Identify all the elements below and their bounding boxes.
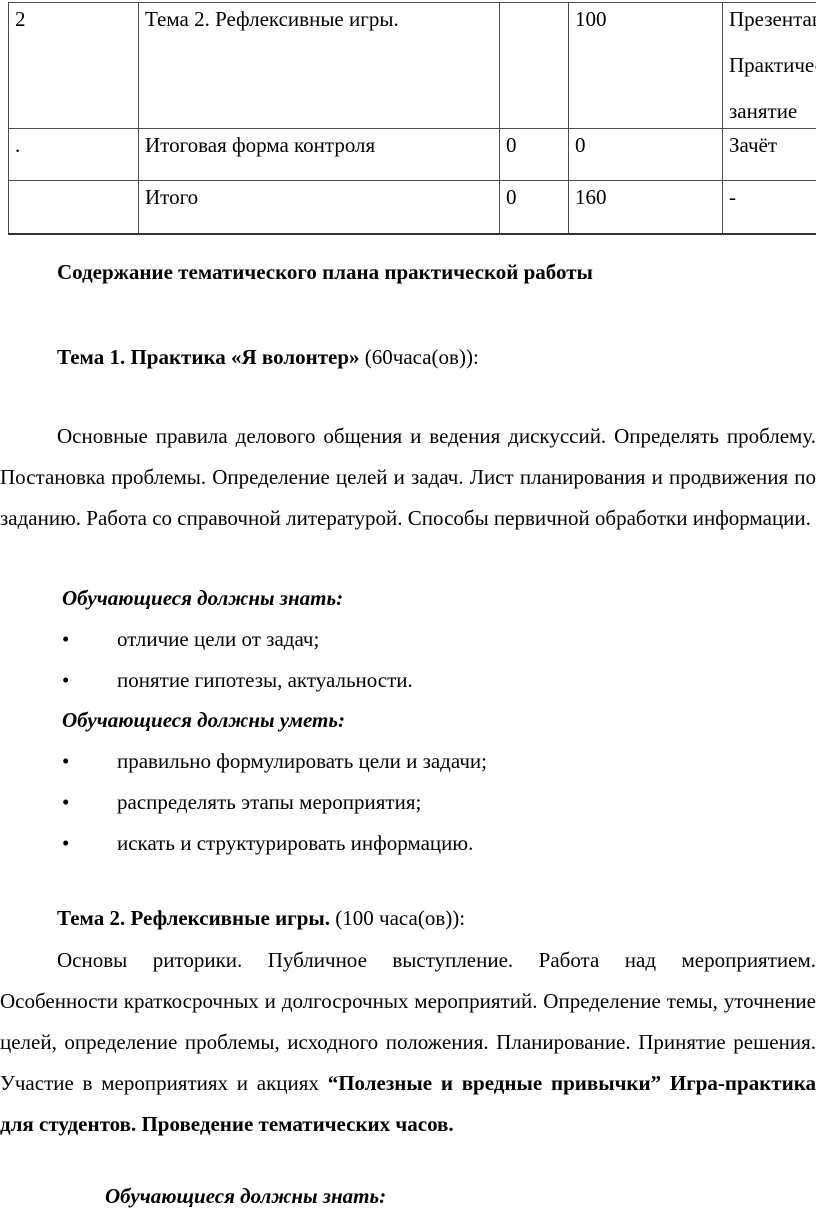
theme2-know-label: Обучающиеся должны знать: bbox=[105, 1184, 387, 1208]
bullet-icon: • bbox=[62, 831, 70, 855]
cell-line: Зачёт bbox=[729, 133, 778, 157]
cell-topic-name: Тема 2. Рефлексивные игры. bbox=[138, 2, 500, 129]
cell-line: занятие bbox=[729, 99, 798, 123]
theme1-paragraph: Основные правила делового общения и веде… bbox=[0, 424, 816, 530]
cell-line: - bbox=[729, 185, 736, 209]
bullet-icon: • bbox=[62, 627, 70, 651]
theme2-paragraph: Основы риторики. Публичное выступление. … bbox=[0, 940, 816, 1145]
theme1-able-list: • правильно формулировать цели и задачи;… bbox=[0, 741, 816, 864]
list-item-text: отличие цели от задач; bbox=[117, 627, 320, 651]
list-item: • отличие цели от задач; bbox=[0, 619, 816, 660]
cell-row-number: 2 bbox=[8, 2, 139, 129]
cell-control-form: Презентац Практичес занятие bbox=[722, 2, 816, 129]
table-row: 2 Тема 2. Рефлексивные игры. 100 Презент… bbox=[8, 2, 816, 129]
cell-hours-a: 0 bbox=[499, 180, 569, 235]
list-item: • распределять этапы мероприятия; bbox=[0, 782, 816, 823]
theme1-title-hours: (60часа(ов)): bbox=[359, 345, 479, 369]
hours-table: 2 Тема 2. Рефлексивные игры. 100 Презент… bbox=[8, 2, 816, 235]
section-heading: Содержание тематического плана практичес… bbox=[57, 260, 593, 284]
cell-row-number bbox=[8, 180, 139, 235]
cell-control-form: - bbox=[722, 180, 816, 235]
theme2-title-hours: (100 часа(ов)): bbox=[330, 906, 466, 930]
list-item-text: распределять этапы мероприятия; bbox=[117, 790, 422, 814]
cell-row-number: . bbox=[8, 128, 139, 181]
cell-control-form: Зачёт bbox=[722, 128, 816, 181]
cell-hours-b: 0 bbox=[568, 128, 723, 181]
theme1-know-list: • отличие цели от задач; • понятие гипот… bbox=[0, 619, 816, 701]
list-item-text: искать и структурировать информацию. bbox=[117, 831, 474, 855]
bullet-icon: • bbox=[62, 790, 70, 814]
cell-line: Презентац bbox=[729, 7, 816, 31]
cell-topic-name: Итого bbox=[138, 180, 500, 235]
theme2-paragraph-bold: “Полезные и вредные привычки” Игра-практ… bbox=[0, 1071, 816, 1136]
theme1-able-label: Обучающиеся должны уметь: bbox=[62, 708, 345, 732]
cell-hours-b: 160 bbox=[568, 180, 723, 235]
theme1-title: Тема 1. Практика «Я волонтер» (60часа(ов… bbox=[0, 337, 816, 378]
bullet-icon: • bbox=[62, 668, 70, 692]
theme1-title-bold: Тема 1. Практика «Я волонтер» bbox=[57, 345, 360, 369]
cell-hours-a: 0 bbox=[499, 128, 569, 181]
cell-line: Практичес bbox=[729, 53, 816, 77]
theme2-title: Тема 2. Рефлексивные игры. (100 часа(ов)… bbox=[0, 898, 816, 939]
list-item: • искать и структурировать информацию. bbox=[0, 823, 816, 864]
bullet-icon: • bbox=[62, 749, 70, 773]
cell-hours-b: 100 bbox=[568, 2, 723, 129]
list-item: • правильно формулировать цели и задачи; bbox=[0, 741, 816, 782]
cell-topic-name: Итоговая форма контроля bbox=[138, 128, 500, 181]
hours-table-wrap: 2 Тема 2. Рефлексивные игры. 100 Презент… bbox=[8, 2, 816, 235]
list-item-text: понятие гипотезы, актуальности. bbox=[117, 668, 413, 692]
theme2-paragraph-normal: Основы риторики. Публичное выступление. … bbox=[0, 948, 816, 1095]
cell-hours-a bbox=[499, 2, 569, 129]
list-item: • понятие гипотезы, актуальности. bbox=[0, 660, 816, 701]
theme1-know-label: Обучающиеся должны знать: bbox=[62, 586, 344, 610]
list-item-text: правильно формулировать цели и задачи; bbox=[117, 749, 487, 773]
table-row: . Итоговая форма контроля 0 0 Зачёт bbox=[8, 128, 816, 181]
table-row: Итого 0 160 - bbox=[8, 180, 816, 235]
theme2-title-bold: Тема 2. Рефлексивные игры. bbox=[57, 906, 331, 930]
